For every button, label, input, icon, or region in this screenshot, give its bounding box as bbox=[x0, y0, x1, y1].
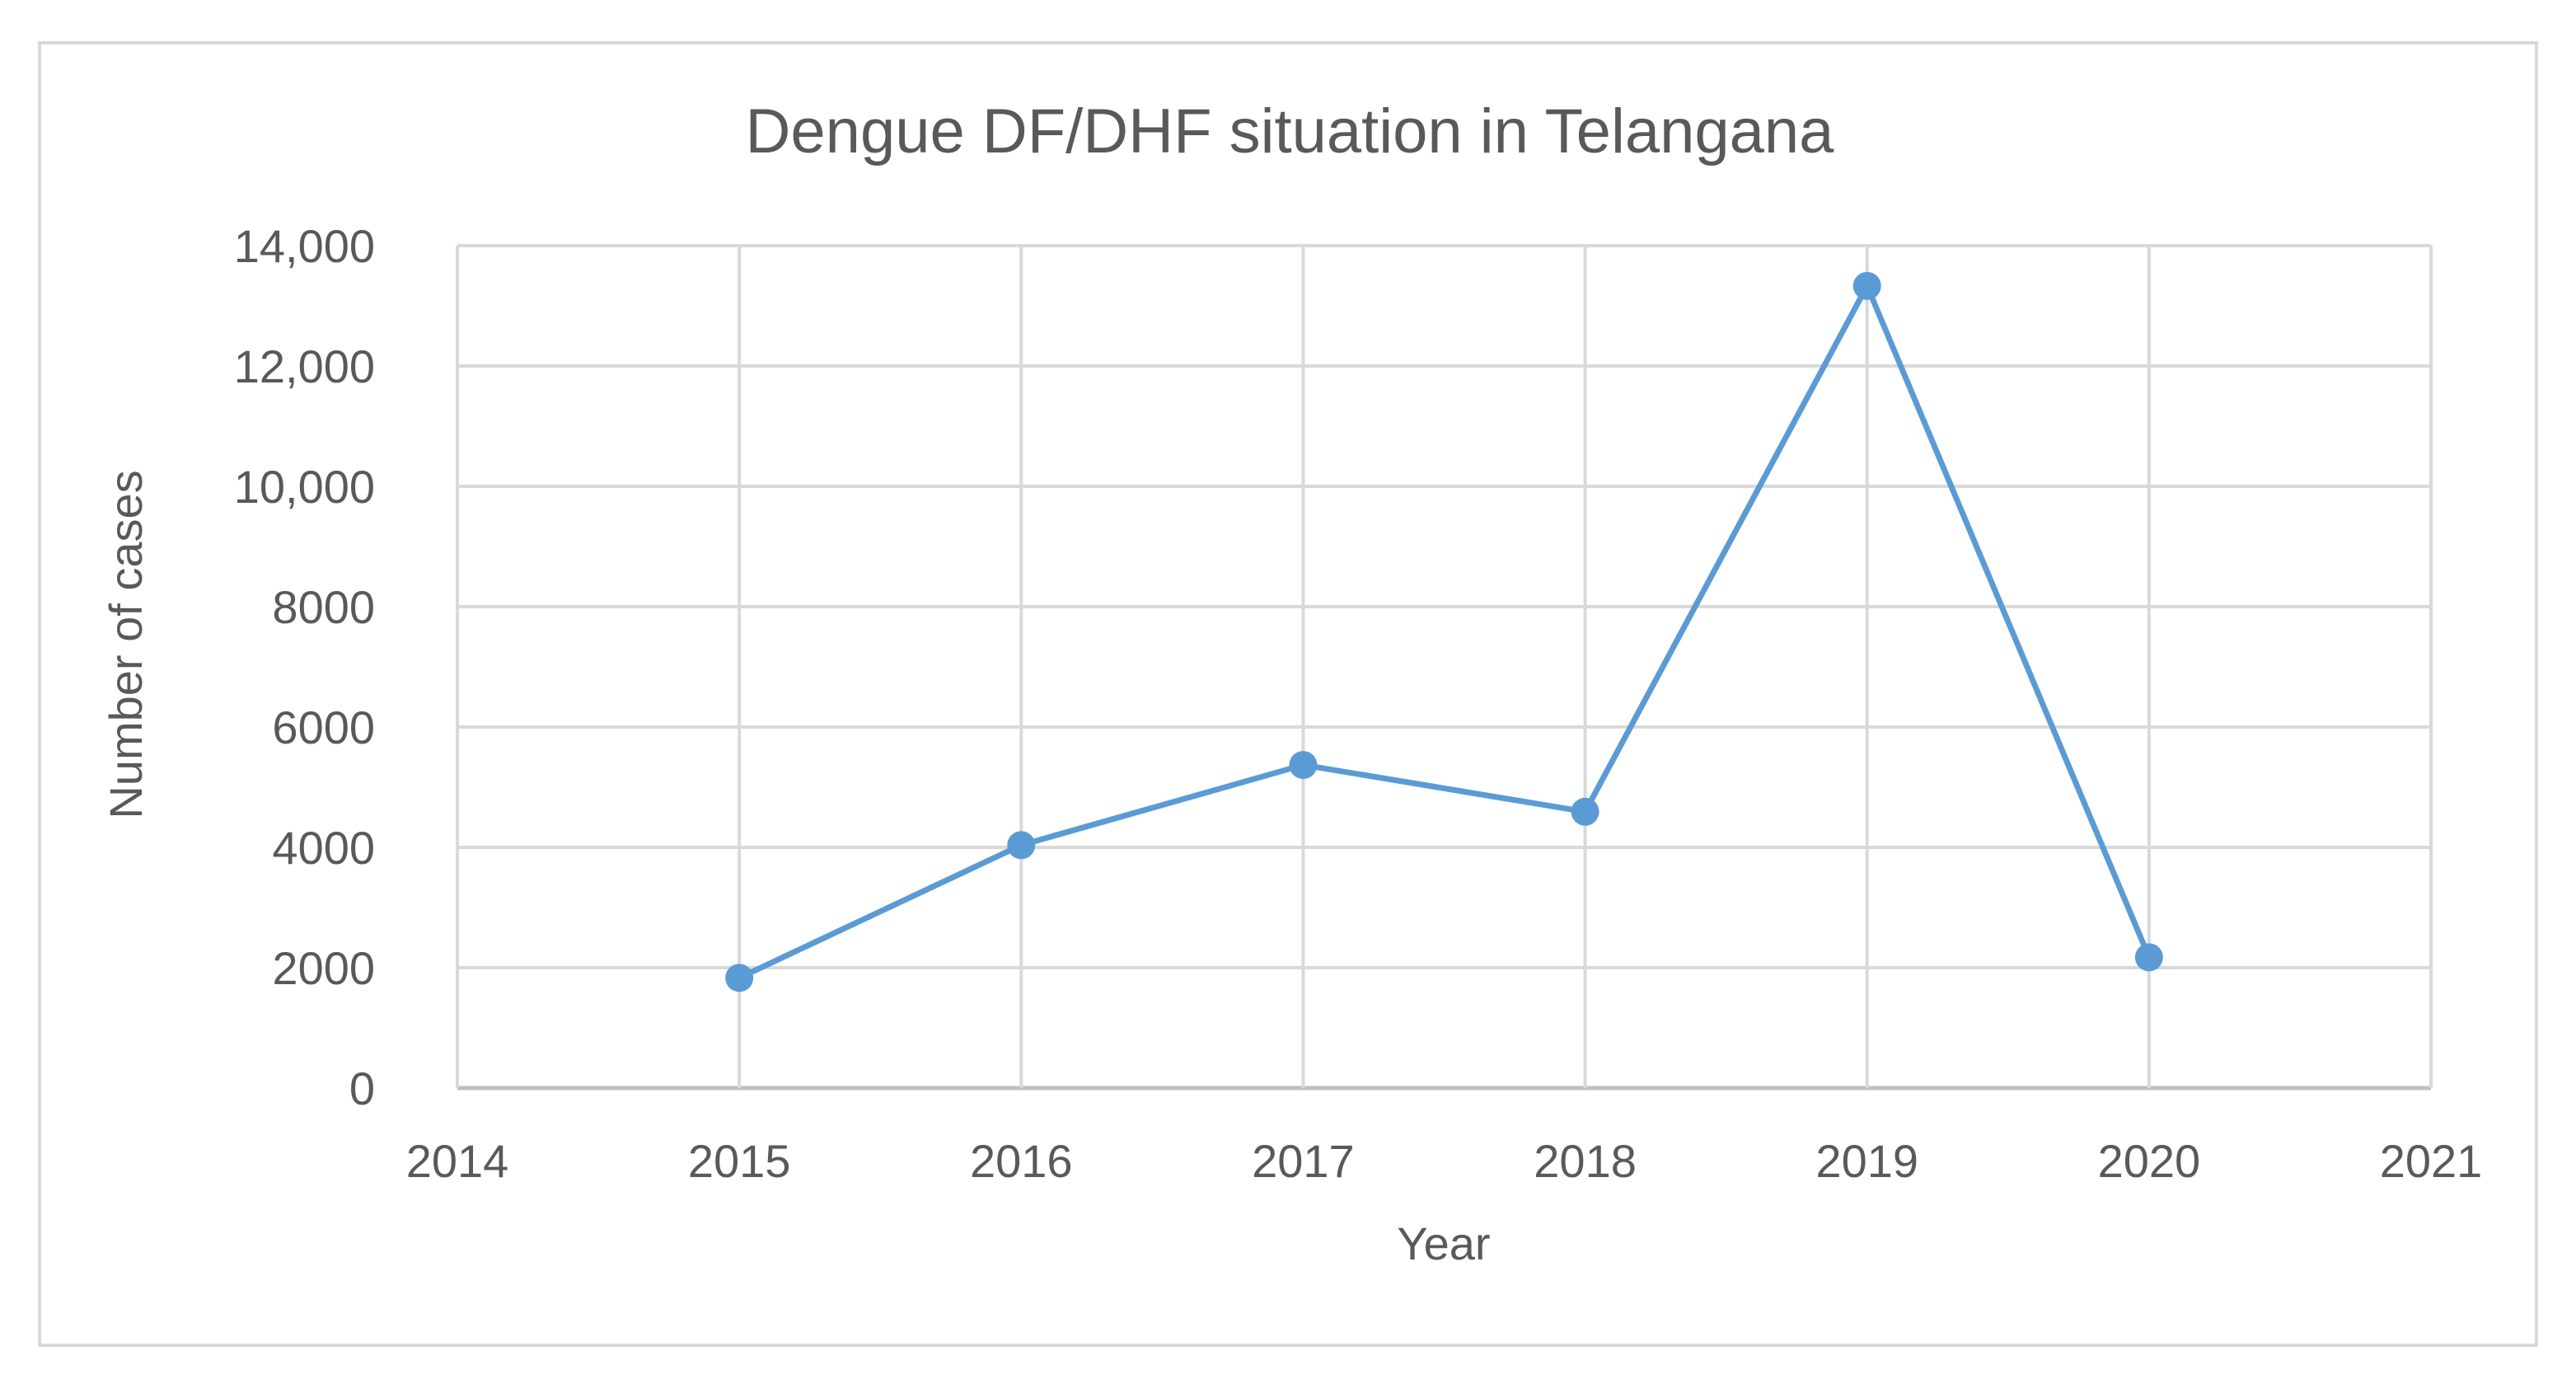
x-tick-label: 2015 bbox=[688, 1135, 791, 1187]
x-tick-labels: 2014 2015 2016 2017 2018 2019 2020 2021 bbox=[406, 1135, 2483, 1187]
grid-layer bbox=[456, 244, 2433, 1090]
x-tick-label: 2018 bbox=[1534, 1135, 1637, 1187]
y-tick-label: 8000 bbox=[272, 581, 375, 633]
series-layer bbox=[725, 271, 2163, 992]
data-point bbox=[1852, 271, 1881, 300]
x-tick-label: 2017 bbox=[1252, 1135, 1355, 1187]
y-tick-label: 0 bbox=[349, 1062, 375, 1114]
x-tick-label: 2020 bbox=[2098, 1135, 2201, 1187]
chart-title: Dengue DF/DHF situation in Telangana bbox=[746, 96, 1835, 167]
x-tick-label: 2021 bbox=[2380, 1135, 2483, 1187]
x-axis-label: Year bbox=[1397, 1217, 1490, 1269]
data-point bbox=[2134, 943, 2163, 972]
data-point bbox=[1571, 797, 1599, 826]
x-tick-label: 2019 bbox=[1815, 1135, 1918, 1187]
y-axis-label: Number of cases bbox=[100, 470, 152, 818]
data-point bbox=[1289, 751, 1318, 780]
y-tick-label: 10,000 bbox=[234, 461, 375, 513]
y-tick-label: 12,000 bbox=[234, 340, 375, 392]
y-tick-label: 4000 bbox=[272, 822, 375, 874]
y-tick-label: 6000 bbox=[272, 701, 375, 753]
x-tick-label: 2014 bbox=[406, 1135, 509, 1187]
y-tick-label: 2000 bbox=[272, 942, 375, 994]
y-tick-labels: 0 2000 4000 6000 8000 10,000 12,000 14,000 bbox=[234, 220, 375, 1114]
data-point bbox=[1007, 831, 1036, 860]
data-point bbox=[725, 964, 754, 992]
y-tick-label: 14,000 bbox=[234, 220, 375, 272]
series-line bbox=[736, 283, 2152, 981]
x-tick-label: 2016 bbox=[970, 1135, 1073, 1187]
